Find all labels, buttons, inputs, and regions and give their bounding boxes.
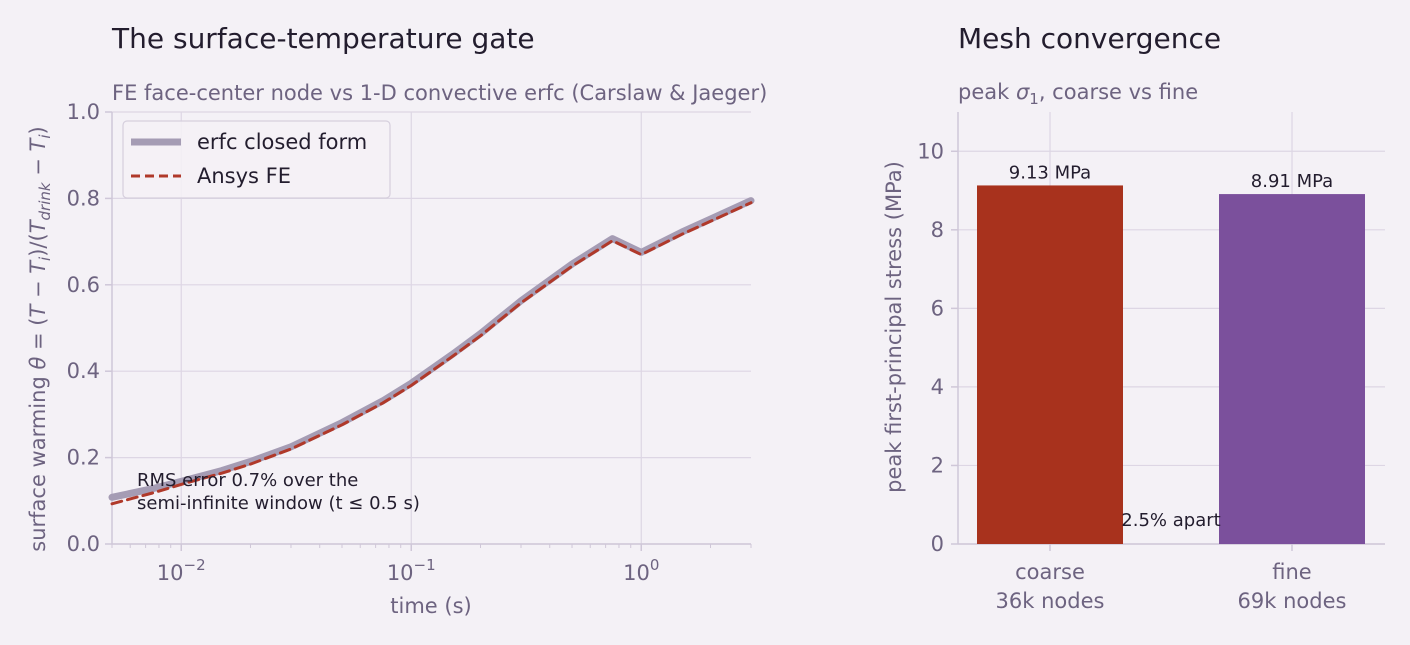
right-x-tick-label: 69k nodes bbox=[1238, 589, 1347, 613]
left-x-tick-exp: −2 bbox=[184, 556, 206, 574]
right-x-tick-label: coarse bbox=[1015, 560, 1085, 584]
bar-difference-annotation: 2.5% apart bbox=[1121, 510, 1220, 531]
left-x-tick-exp: 0 bbox=[650, 556, 660, 574]
left-x-tick-base: 10 bbox=[623, 561, 650, 585]
bar-value-label: 9.13 MPa bbox=[1009, 162, 1091, 183]
legend-frame bbox=[122, 120, 391, 199]
left-x-tick-label: 100 bbox=[623, 556, 659, 585]
rms-annotation-line1: RMS error 0.7% over the bbox=[137, 470, 358, 491]
subtitle-text: , coarse vs fine bbox=[1039, 80, 1198, 104]
left-chart-subtitle: FE face-center node vs 1-D convective er… bbox=[112, 81, 767, 105]
ylabel-eq: = ( bbox=[26, 318, 50, 357]
right-y-tick-label: 10 bbox=[917, 139, 944, 163]
ylabel-T: T bbox=[26, 259, 50, 274]
ylabel-theta: θ bbox=[26, 357, 50, 370]
ylabel-T: T bbox=[26, 218, 50, 233]
ylabel-div: )/( bbox=[26, 233, 50, 256]
right-y-tick-label: 4 bbox=[931, 375, 944, 399]
left-x-axis-label: time (s) bbox=[390, 594, 471, 618]
ylabel-sub-drink: drink bbox=[36, 181, 54, 220]
ylabel-sub-i: i bbox=[36, 134, 54, 139]
right-y-tick-label: 8 bbox=[931, 218, 944, 242]
left-y-tick-label: 0.0 bbox=[67, 532, 100, 556]
right-chart-subtitle: peak σ1, coarse vs fine bbox=[958, 80, 1198, 108]
right-x-ticks: coarse 36k nodes fine 69k nodes bbox=[996, 544, 1347, 613]
left-y-tick-label: 0.8 bbox=[67, 186, 100, 210]
bar-fine bbox=[1219, 194, 1365, 544]
subtitle-sub-1: 1 bbox=[1029, 90, 1039, 108]
legend-label-ansys: Ansys FE bbox=[197, 164, 291, 188]
legend-label-erfc: erfc closed form bbox=[197, 130, 367, 154]
left-legend: erfc closed form Ansys FE bbox=[122, 120, 391, 199]
ylabel-minus: − bbox=[26, 151, 50, 182]
series-line-erfc bbox=[108, 197, 755, 501]
rms-annotation-line2: semi-infinite window (t ≤ 0.5 s) bbox=[137, 493, 420, 514]
left-chart-title: The surface-temperature gate bbox=[111, 22, 535, 55]
bar-coarse bbox=[977, 185, 1123, 544]
left-series-group bbox=[108, 197, 755, 506]
ylabel-text: surface warming bbox=[26, 370, 50, 552]
right-y-tick-label: 2 bbox=[931, 453, 944, 477]
bar-value-label: 8.91 MPa bbox=[1251, 171, 1333, 192]
left-x-ticks: 10−2 10−1 100 bbox=[111, 544, 752, 585]
right-y-tick-label: 0 bbox=[931, 532, 944, 556]
left-x-tick-base: 10 bbox=[157, 561, 184, 585]
subtitle-text: peak bbox=[958, 80, 1016, 104]
left-x-tick-exp: −1 bbox=[414, 556, 436, 574]
series-line-ansys bbox=[110, 201, 753, 506]
left-x-tick-label: 10−2 bbox=[157, 556, 206, 585]
left-y-tick-label: 0.6 bbox=[67, 273, 100, 297]
ylabel-close: ) bbox=[26, 126, 50, 134]
right-y-tick-label: 6 bbox=[931, 296, 944, 320]
ylabel-minus: − bbox=[26, 274, 50, 305]
left-y-ticks: 0.0 0.2 0.4 0.6 0.8 1.0 bbox=[67, 100, 112, 556]
surface-temperature-chart: The surface-temperature gate FE face-cen… bbox=[26, 22, 767, 618]
left-y-tick-label: 1.0 bbox=[67, 100, 100, 124]
right-y-ticks: 0 2 4 6 8 10 bbox=[917, 139, 958, 556]
ylabel-sub-i: i bbox=[36, 256, 54, 261]
right-x-tick-label: 36k nodes bbox=[996, 589, 1105, 613]
left-axes-spines bbox=[111, 112, 751, 545]
left-x-tick-label: 10−1 bbox=[387, 556, 436, 585]
left-y-tick-label: 0.2 bbox=[67, 446, 100, 470]
left-y-tick-label: 0.4 bbox=[67, 359, 100, 383]
right-y-axis-label: peak first-principal stress (MPa) bbox=[882, 161, 906, 493]
left-x-tick-base: 10 bbox=[387, 561, 414, 585]
right-bars-group: 9.13 MPa 8.91 MPa bbox=[977, 162, 1365, 544]
right-chart-title: Mesh convergence bbox=[958, 22, 1221, 55]
mesh-convergence-chart: Mesh convergence peak σ1, coarse vs fine… bbox=[882, 22, 1385, 613]
ylabel-T: T bbox=[26, 303, 50, 318]
right-x-tick-label: fine bbox=[1272, 560, 1311, 584]
left-y-axis-label: surface warming θ = (T − Ti)/(Tdrink − T… bbox=[26, 126, 54, 552]
subtitle-sigma: σ bbox=[1016, 80, 1030, 104]
ylabel-T: T bbox=[26, 136, 50, 151]
